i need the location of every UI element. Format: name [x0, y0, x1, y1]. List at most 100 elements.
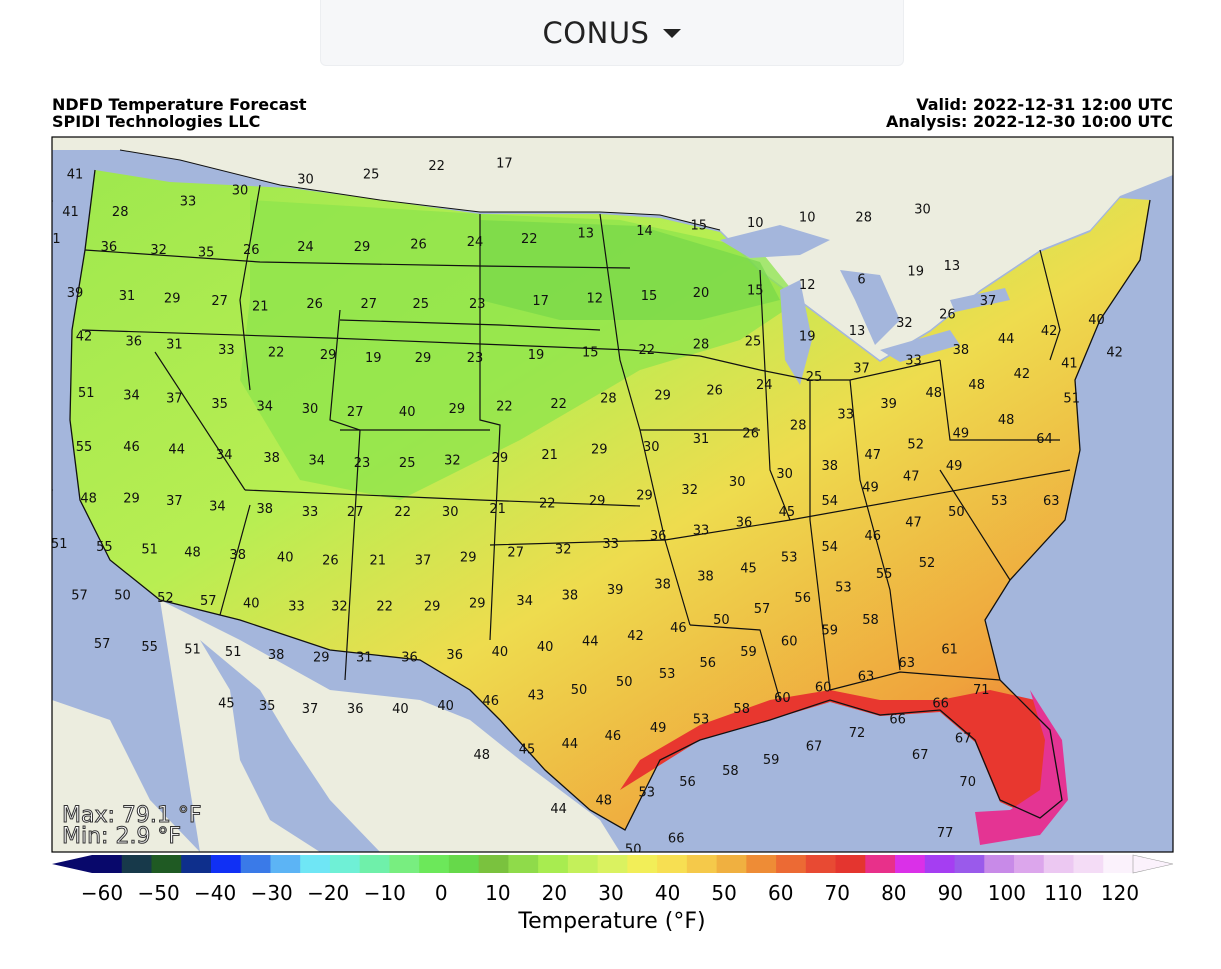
- temperature-label: 21: [541, 448, 558, 463]
- temperature-label: 66: [889, 713, 906, 728]
- colorbar-tick-label: −60: [81, 881, 123, 905]
- temperature-label: 30: [643, 440, 660, 455]
- temperature-label: 40: [537, 640, 554, 655]
- analysis-time: Analysis: 2022-12-30 10:00 UTC: [885, 112, 1173, 131]
- temperature-label: 60: [781, 634, 798, 649]
- temperature-label: 17: [532, 294, 549, 309]
- colorbar-tick-label: 70: [824, 881, 849, 905]
- temperature-label: 33: [905, 354, 922, 369]
- colorbar-tick-label: −50: [137, 881, 179, 905]
- temperature-label: 32: [331, 599, 348, 614]
- temperature-label: 67: [806, 740, 823, 755]
- temperature-label: 40: [277, 551, 294, 566]
- temperature-label: 48: [926, 386, 943, 401]
- temperature-label: 56: [33, 440, 50, 455]
- temperature-label: 50: [31, 327, 48, 342]
- temperature-label: 14: [636, 224, 653, 239]
- temperature-label: 60: [815, 680, 832, 695]
- lake-ontario: [950, 288, 1010, 312]
- temperature-label: 30: [442, 505, 459, 520]
- lake-huron: [840, 270, 900, 345]
- temperature-label: 25: [745, 335, 762, 350]
- coldest-core: [480, 220, 780, 320]
- temperature-label: 53: [659, 667, 676, 682]
- temperature-label: 19: [528, 348, 545, 363]
- temperature-label: 34: [209, 499, 226, 514]
- temperature-label: 41: [62, 205, 79, 220]
- temperature-label: 66: [668, 832, 685, 847]
- temperature-label: 57: [71, 589, 88, 604]
- colorbar-swatch: [508, 855, 539, 873]
- temperature-label: 29: [164, 292, 181, 307]
- temperature-label: 30: [776, 467, 793, 482]
- colorbar-swatch: [805, 855, 837, 873]
- temperature-label: 61: [941, 643, 958, 658]
- temperature-label: 48: [596, 794, 613, 809]
- temperature-label: 26: [939, 308, 956, 323]
- temperature-label: 58: [862, 613, 879, 628]
- florida-warmest: [975, 690, 1068, 845]
- colorbar-swatch: [389, 855, 420, 873]
- temperature-label: 77: [937, 826, 954, 841]
- temperature-label: 51: [225, 645, 242, 660]
- temperature-label: 40: [437, 699, 454, 714]
- temperature-label: 24: [297, 240, 314, 255]
- temperature-label: 49: [22, 281, 39, 296]
- temperature-label: 53: [781, 551, 798, 566]
- temperature-label: 46: [605, 729, 622, 744]
- temperature-label: 47: [905, 516, 922, 531]
- colorbar-tick-label: 40: [655, 881, 680, 905]
- colorbar-swatch: [776, 855, 807, 873]
- colorbar-swatch: [835, 855, 866, 873]
- temperature-label: 15: [691, 219, 708, 234]
- temperature-label: 47: [37, 200, 54, 215]
- colorbar-swatch: [657, 855, 688, 873]
- temperature-label: 48: [474, 748, 491, 763]
- temperature-label: 56: [679, 775, 696, 790]
- temperature-label: 26: [322, 553, 339, 568]
- temperature-label: 57: [37, 489, 54, 504]
- temperature-label: 23: [467, 351, 484, 366]
- temperature-label: 27: [507, 545, 524, 560]
- temperature-label: 15: [582, 346, 599, 361]
- temperature-label: 52: [157, 591, 174, 606]
- temperature-label: 33: [288, 599, 305, 614]
- region-select-dropdown[interactable]: CONUS: [320, 0, 904, 66]
- colorbar-swatch: [1014, 855, 1045, 873]
- temperature-label: 63: [1043, 494, 1060, 509]
- map-header-left: NDFD Temperature Forecast SPIDI Technolo…: [52, 96, 307, 130]
- temperature-label: 59: [740, 645, 757, 660]
- temperature-label: 31: [356, 651, 373, 666]
- temperature-label: 27: [361, 297, 378, 312]
- temperature-label: 38: [229, 548, 246, 563]
- temperature-label: 33: [837, 408, 854, 423]
- colorbar: [52, 854, 1174, 874]
- colorbar-swatch: [954, 855, 985, 873]
- colorbar-max-extend: [1132, 854, 1174, 874]
- temperature-label: 52: [919, 556, 936, 571]
- temperature-label: 32: [555, 543, 572, 558]
- temperature-label: 13: [578, 227, 595, 242]
- temperature-label: 59: [763, 753, 780, 768]
- colorbar-swatch: [627, 855, 658, 873]
- temperature-label: 25: [399, 456, 416, 471]
- temperature-label: 32: [150, 243, 167, 258]
- temperature-label: 44: [582, 634, 599, 649]
- temperature-label: 27: [347, 405, 364, 420]
- temperature-label: 29: [415, 351, 432, 366]
- temperature-label: 44: [562, 737, 579, 752]
- temperature-label: 36: [650, 529, 667, 544]
- colorbar-tick-label: 120: [1101, 881, 1139, 905]
- colorbar-tick-label: 80: [881, 881, 906, 905]
- temperature-label: 43: [528, 688, 545, 703]
- temperature-label: 59: [822, 624, 839, 639]
- temperature-label: 49: [650, 721, 667, 736]
- temperature-label: 67: [955, 732, 972, 747]
- colorbar-swatch: [478, 855, 509, 873]
- temperature-label: 34: [257, 400, 274, 415]
- temperature-label: 51: [184, 643, 201, 658]
- temperature-label: 55: [141, 640, 158, 655]
- temperature-label: 28: [855, 211, 872, 226]
- temperature-label: 51: [78, 386, 95, 401]
